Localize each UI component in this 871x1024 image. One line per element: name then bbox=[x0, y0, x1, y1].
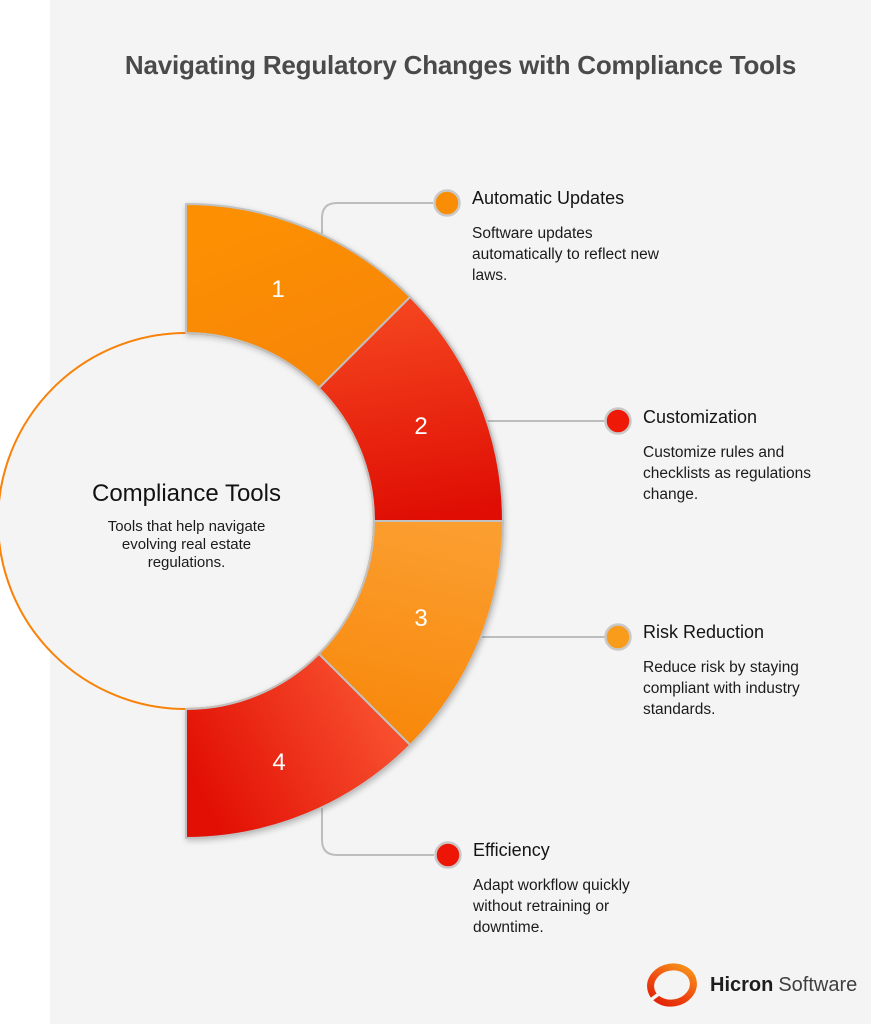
callout-customization: Customization Customize rules and checkl… bbox=[643, 406, 833, 505]
callout-title: Customization bbox=[643, 407, 758, 427]
callout-title: Efficiency bbox=[473, 840, 550, 860]
center-label: Compliance Tools Tools that help navigat… bbox=[64, 479, 309, 572]
callout-automatic-updates: Automatic Updates Software updates autom… bbox=[472, 187, 672, 286]
center-description: Tools that help navigate evolving real e… bbox=[107, 518, 266, 571]
donut-segment-4 bbox=[185, 652, 412, 839]
dot-4 bbox=[434, 841, 462, 869]
brand-name-light: Software bbox=[778, 973, 858, 996]
connector-1 bbox=[321, 202, 433, 246]
segment-number-4: 4 bbox=[272, 749, 286, 776]
brand-name-bold: Hicron bbox=[710, 973, 774, 996]
callout-description: Reduce risk by staying compliant with in… bbox=[643, 659, 800, 718]
hicron-logo-icon bbox=[646, 963, 697, 1007]
segment-number-3: 3 bbox=[414, 605, 428, 632]
segment-number-1: 1 bbox=[271, 276, 285, 303]
callout-description: Adapt workflow quickly without retrainin… bbox=[473, 877, 630, 936]
brand-name: Hicron Software bbox=[710, 974, 857, 997]
callout-description: Software updates automatically to reflec… bbox=[472, 225, 659, 284]
half-donut bbox=[185, 203, 504, 839]
callout-efficiency: Efficiency Adapt workflow quickly withou… bbox=[473, 839, 648, 938]
brand-logo: Hicron Software bbox=[645, 962, 857, 1008]
segment-number-2: 2 bbox=[414, 413, 428, 440]
callout-title: Automatic Updates bbox=[472, 188, 625, 208]
callout-dots bbox=[433, 189, 632, 869]
connector-lines bbox=[321, 202, 605, 856]
callout-title: Risk Reduction bbox=[643, 622, 765, 642]
center-title: Compliance Tools bbox=[92, 480, 281, 507]
dot-1 bbox=[433, 189, 461, 217]
connector-4 bbox=[321, 796, 434, 856]
dot-3 bbox=[604, 623, 632, 651]
callout-risk-reduction: Risk Reduction Reduce risk by staying co… bbox=[643, 621, 823, 720]
page-title: Navigating Regulatory Changes with Compl… bbox=[124, 50, 797, 80]
callout-description: Customize rules and checklists as regula… bbox=[643, 444, 811, 503]
dot-2 bbox=[604, 407, 632, 435]
